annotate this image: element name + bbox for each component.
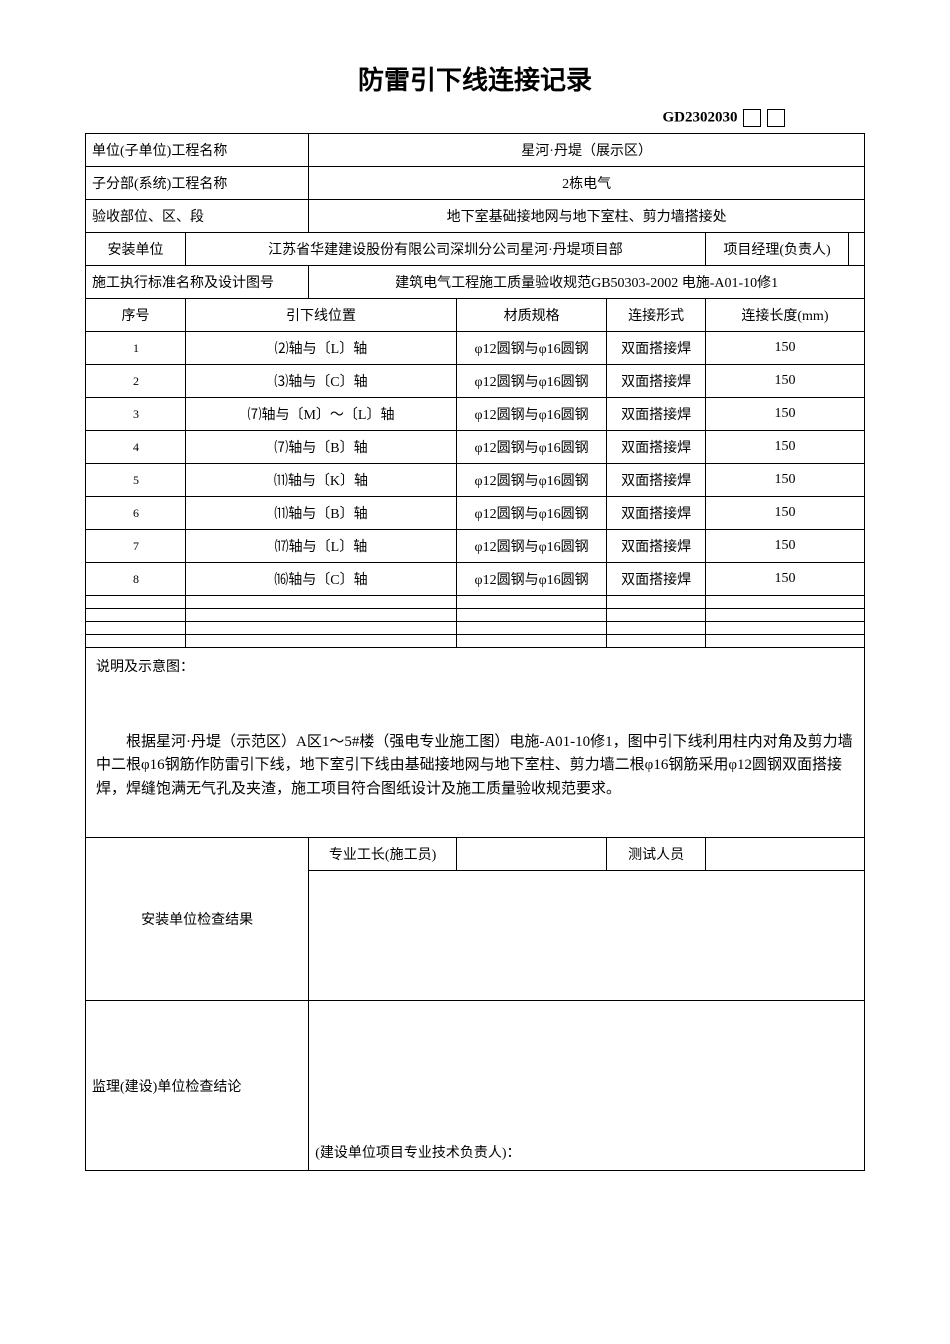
- conn-6: 双面搭接焊: [607, 497, 706, 530]
- data-row-3: 3 ⑺轴与〔M〕～〔L〕轴 φ12圆钢与φ16圆钢 双面搭接焊 150: [86, 398, 865, 431]
- conn-7: 双面搭接焊: [607, 530, 706, 563]
- seq-4: 4: [86, 431, 186, 464]
- material-4: φ12圆钢与φ16圆钢: [456, 431, 606, 464]
- conn-5: 双面搭接焊: [607, 464, 706, 497]
- doc-code-row: GD2302030: [85, 109, 865, 127]
- pos-7: ⒄轴与〔L〕轴: [186, 530, 457, 563]
- accept-label: 验收部位、区、段: [86, 200, 309, 233]
- accept-value: 地下室基础接地网与地下室柱、剪力墙搭接处: [309, 200, 865, 233]
- seq-1: 1: [86, 332, 186, 365]
- install-result-label: 安装单位检查结果: [86, 838, 309, 1001]
- material-1: φ12圆钢与φ16圆钢: [456, 332, 606, 365]
- pos-1: ⑵轴与〔L〕轴: [186, 332, 457, 365]
- unit-label: 单位(子单位)工程名称: [86, 134, 309, 167]
- pm-label: 项目经理(负责人): [705, 233, 848, 266]
- tester-value: [705, 838, 864, 871]
- pos-3: ⑺轴与〔M〕～〔L〕轴: [186, 398, 457, 431]
- data-row-8: 8 ⒃轴与〔C〕轴 φ12圆钢与φ16圆钢 双面搭接焊 150: [86, 563, 865, 596]
- col-len: 连接长度(mm): [705, 299, 864, 332]
- empty-row-3: [86, 622, 865, 635]
- supervise-row: 监理(建设)单位检查结论 (建设单位项目专业技术负责人)：: [86, 1001, 865, 1171]
- len-6: 150: [705, 497, 864, 530]
- len-2: 150: [705, 365, 864, 398]
- len-5: 150: [705, 464, 864, 497]
- install-label: 安装单位: [86, 233, 186, 266]
- install-value: 江苏省华建建设股份有限公司深圳分公司星河·丹堤项目部: [186, 233, 706, 266]
- material-7: φ12圆钢与φ16圆钢: [456, 530, 606, 563]
- col-conn: 连接形式: [607, 299, 706, 332]
- seq-3: 3: [86, 398, 186, 431]
- conn-4: 双面搭接焊: [607, 431, 706, 464]
- len-3: 150: [705, 398, 864, 431]
- supervise-note: (建设单位项目专业技术负责人)：: [315, 1142, 858, 1162]
- main-table: 单位(子单位)工程名称 星河·丹堤（展示区） 子分部(系统)工程名称 2栋电气 …: [85, 133, 865, 1171]
- empty-row-2: [86, 609, 865, 622]
- column-header-row: 序号 引下线位置 材质规格 连接形式 连接长度(mm): [86, 299, 865, 332]
- seq-5: 5: [86, 464, 186, 497]
- sub-value: 2栋电气: [309, 167, 865, 200]
- conn-8: 双面搭接焊: [607, 563, 706, 596]
- pos-8: ⒃轴与〔C〕轴: [186, 563, 457, 596]
- desc-row: 说明及示意图： 根据星河·丹堤（示范区）A区1～5#楼（强电专业施工图）电施-A…: [86, 648, 865, 838]
- len-8: 150: [705, 563, 864, 596]
- len-7: 150: [705, 530, 864, 563]
- header-row-std: 施工执行标准名称及设计图号 建筑电气工程施工质量验收规范GB50303-2002…: [86, 266, 865, 299]
- unit-value: 星河·丹堤（展示区）: [309, 134, 865, 167]
- material-5: φ12圆钢与φ16圆钢: [456, 464, 606, 497]
- len-1: 150: [705, 332, 864, 365]
- data-row-4: 4 ⑺轴与〔B〕轴 φ12圆钢与φ16圆钢 双面搭接焊 150: [86, 431, 865, 464]
- tester-label: 测试人员: [607, 838, 706, 871]
- pos-4: ⑺轴与〔B〕轴: [186, 431, 457, 464]
- page-title: 防雷引下线连接记录: [85, 60, 865, 97]
- pos-2: ⑶轴与〔C〕轴: [186, 365, 457, 398]
- desc-label: 说明及示意图：: [96, 656, 854, 676]
- data-row-1: 1 ⑵轴与〔L〕轴 φ12圆钢与φ16圆钢 双面搭接焊 150: [86, 332, 865, 365]
- material-2: φ12圆钢与φ16圆钢: [456, 365, 606, 398]
- foreman-value: [456, 838, 606, 871]
- data-row-6: 6 ⑾轴与〔B〕轴 φ12圆钢与φ16圆钢 双面搭接焊 150: [86, 497, 865, 530]
- len-4: 150: [705, 431, 864, 464]
- pos-6: ⑾轴与〔B〕轴: [186, 497, 457, 530]
- header-row-install: 安装单位 江苏省华建建设股份有限公司深圳分公司星河·丹堤项目部 项目经理(负责人…: [86, 233, 865, 266]
- code-box-1: [743, 109, 761, 127]
- sub-label: 子分部(系统)工程名称: [86, 167, 309, 200]
- std-label: 施工执行标准名称及设计图号: [86, 266, 309, 299]
- material-6: φ12圆钢与φ16圆钢: [456, 497, 606, 530]
- empty-row-4: [86, 635, 865, 648]
- col-pos: 引下线位置: [186, 299, 457, 332]
- std-value: 建筑电气工程施工质量验收规范GB50303-2002 电施-A01-10修1: [309, 266, 865, 299]
- data-row-5: 5 ⑾轴与〔K〕轴 φ12圆钢与φ16圆钢 双面搭接焊 150: [86, 464, 865, 497]
- doc-code: GD2302030: [663, 109, 738, 125]
- seq-2: 2: [86, 365, 186, 398]
- desc-body: 根据星河·丹堤（示范区）A区1～5#楼（强电专业施工图）电施-A01-10修1，…: [96, 731, 854, 801]
- header-row-accept: 验收部位、区、段 地下室基础接地网与地下室柱、剪力墙搭接处: [86, 200, 865, 233]
- pos-5: ⑾轴与〔K〕轴: [186, 464, 457, 497]
- data-row-2: 2 ⑶轴与〔C〕轴 φ12圆钢与φ16圆钢 双面搭接焊 150: [86, 365, 865, 398]
- supervise-cell: (建设单位项目专业技术负责人)：: [309, 1001, 865, 1171]
- desc-cell: 说明及示意图： 根据星河·丹堤（示范区）A区1～5#楼（强电专业施工图）电施-A…: [86, 648, 865, 838]
- empty-row-1: [86, 596, 865, 609]
- seq-8: 8: [86, 563, 186, 596]
- col-seq: 序号: [86, 299, 186, 332]
- install-result-value: [309, 871, 865, 1001]
- conn-1: 双面搭接焊: [607, 332, 706, 365]
- seq-7: 7: [86, 530, 186, 563]
- supervise-label: 监理(建设)单位检查结论: [86, 1001, 309, 1171]
- data-row-7: 7 ⒄轴与〔L〕轴 φ12圆钢与φ16圆钢 双面搭接焊 150: [86, 530, 865, 563]
- pm-value: [849, 233, 865, 266]
- conn-3: 双面搭接焊: [607, 398, 706, 431]
- material-8: φ12圆钢与φ16圆钢: [456, 563, 606, 596]
- conn-2: 双面搭接焊: [607, 365, 706, 398]
- foreman-tester-row: 安装单位检查结果 专业工长(施工员) 测试人员: [86, 838, 865, 871]
- header-row-sub: 子分部(系统)工程名称 2栋电气: [86, 167, 865, 200]
- col-material: 材质规格: [456, 299, 606, 332]
- material-3: φ12圆钢与φ16圆钢: [456, 398, 606, 431]
- foreman-label: 专业工长(施工员): [309, 838, 457, 871]
- code-box-2: [767, 109, 785, 127]
- seq-6: 6: [86, 497, 186, 530]
- header-row-unit: 单位(子单位)工程名称 星河·丹堤（展示区）: [86, 134, 865, 167]
